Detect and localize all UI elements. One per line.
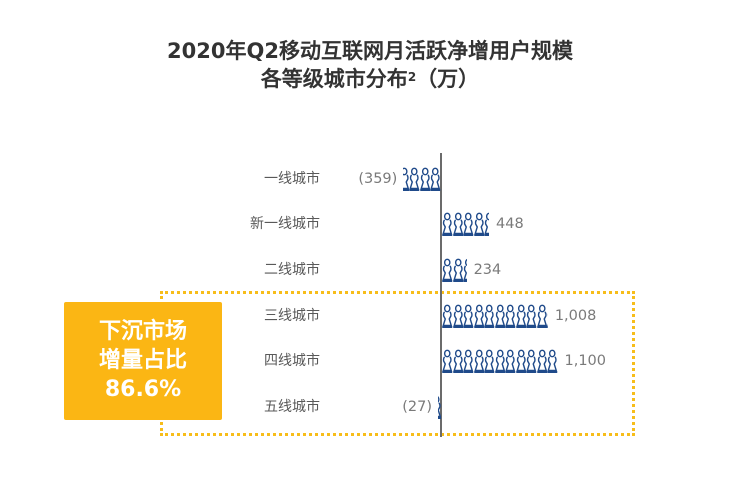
person-icon: [430, 167, 441, 191]
zero-axis-line: [440, 153, 442, 437]
person-icon: [494, 304, 506, 328]
person-icon: [420, 167, 431, 191]
person-icon: [536, 304, 548, 328]
person-icon: [463, 258, 467, 282]
callout-value: 86.6%: [104, 377, 182, 402]
person-icon: [442, 349, 453, 373]
person-icon: [484, 304, 495, 328]
value-label: (27): [402, 399, 432, 415]
category-label: 一线城市: [264, 171, 320, 187]
person-icon: [452, 258, 464, 282]
pictogram-bar: [442, 210, 490, 236]
person-icon: [536, 349, 548, 373]
pictogram-bar: [442, 256, 467, 282]
chart-title-line2: 各等级城市分布2（万）: [0, 66, 740, 92]
callout-line1: 下沉市场: [98, 319, 187, 344]
person-icon: [547, 349, 558, 373]
person-icon: [438, 395, 441, 419]
person-icon: [409, 167, 420, 191]
value-label: 234: [473, 262, 502, 278]
person-icon: [463, 349, 474, 373]
chart-title-text: 各等级城市分布: [260, 67, 408, 91]
person-icon: [473, 304, 485, 328]
value-label: 1,008: [554, 308, 597, 324]
person-icon: [526, 349, 537, 373]
person-icon: [505, 349, 516, 373]
person-icon: [442, 258, 453, 282]
pictogram-bar: [403, 165, 441, 191]
person-icon: [494, 349, 506, 373]
person-icon: [505, 304, 516, 328]
category-label: 三线城市: [264, 308, 320, 324]
unit-label: （万）: [416, 67, 480, 91]
category-label: 四线城市: [264, 353, 320, 369]
pictogram-bar: [442, 302, 548, 328]
person-icon: [515, 349, 527, 373]
person-icon: [452, 304, 464, 328]
value-label: 1,100: [564, 353, 607, 369]
lower-tier-share-callout: 下沉市场 增量占比 86.6%: [64, 302, 222, 420]
value-label: 448: [496, 216, 524, 232]
person-icon: [547, 304, 548, 328]
footnote-marker: 2: [407, 70, 417, 84]
person-icon: [515, 304, 527, 328]
category-label: 二线城市: [264, 262, 320, 278]
person-icon: [526, 304, 537, 328]
pictogram-bar: [442, 347, 558, 373]
person-icon: [484, 212, 490, 236]
pictogram-bar: [438, 393, 441, 419]
category-label: 五线城市: [264, 399, 320, 415]
person-icon: [473, 212, 485, 236]
person-icon: [473, 349, 485, 373]
person-icon: [452, 212, 464, 236]
person-icon: [463, 304, 474, 328]
person-icon: [403, 167, 410, 191]
callout-line2: 增量占比: [98, 348, 187, 373]
chart-title-line1: 2020年Q2移动互联网月活跃净增用户规模: [167, 39, 573, 63]
person-icon: [442, 304, 453, 328]
person-icon: [452, 349, 464, 373]
value-label: (359): [358, 171, 398, 187]
category-label: 新一线城市: [250, 216, 320, 232]
person-icon: [442, 212, 453, 236]
person-icon: [463, 212, 474, 236]
person-icon: [484, 349, 495, 373]
